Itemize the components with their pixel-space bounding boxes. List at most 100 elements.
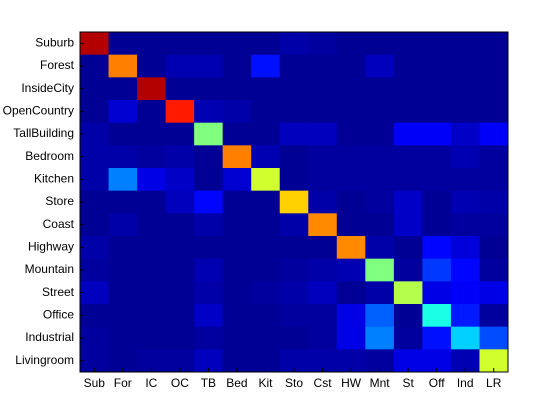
cell bbox=[336, 326, 366, 350]
cell bbox=[365, 213, 395, 237]
cell bbox=[194, 168, 224, 192]
cell bbox=[336, 190, 366, 214]
cell bbox=[279, 190, 309, 214]
cell bbox=[194, 100, 224, 124]
cell bbox=[108, 190, 138, 214]
x-tick-label: Cst bbox=[314, 376, 333, 390]
x-tick-label: Sto bbox=[285, 376, 303, 390]
x-tick-label: HW bbox=[341, 376, 362, 390]
cell bbox=[137, 145, 167, 169]
cell bbox=[194, 326, 224, 350]
cell bbox=[450, 190, 480, 214]
cell bbox=[479, 77, 509, 101]
cell bbox=[422, 349, 452, 373]
cell bbox=[422, 168, 452, 192]
cell bbox=[450, 349, 480, 373]
cell bbox=[137, 258, 167, 282]
cell bbox=[479, 54, 509, 78]
cell bbox=[450, 145, 480, 169]
cell bbox=[279, 281, 309, 305]
cell bbox=[108, 258, 138, 282]
cell bbox=[108, 54, 138, 78]
cell bbox=[393, 145, 423, 169]
cell bbox=[450, 304, 480, 328]
cell bbox=[365, 326, 395, 350]
cell bbox=[194, 236, 224, 260]
y-tick-label: Bedroom bbox=[25, 149, 74, 163]
y-tick-label: Coast bbox=[43, 217, 75, 231]
cell bbox=[108, 304, 138, 328]
y-tick-label: TallBuilding bbox=[13, 126, 74, 140]
cell bbox=[222, 326, 252, 350]
cell bbox=[479, 32, 509, 56]
cell bbox=[365, 168, 395, 192]
y-tick-label: Kitchen bbox=[34, 172, 74, 186]
cell bbox=[137, 213, 167, 237]
cell bbox=[251, 304, 281, 328]
cell bbox=[422, 100, 452, 124]
cell bbox=[165, 122, 195, 146]
cell bbox=[80, 258, 110, 282]
y-tick-label: Mountain bbox=[25, 262, 74, 276]
cell bbox=[479, 100, 509, 124]
cell bbox=[422, 281, 452, 305]
x-tick-label: Bed bbox=[226, 376, 247, 390]
cell bbox=[308, 236, 338, 260]
cell bbox=[279, 122, 309, 146]
cell bbox=[279, 168, 309, 192]
x-tick-label: For bbox=[114, 376, 132, 390]
cell bbox=[479, 122, 509, 146]
x-tick-label: OC bbox=[171, 376, 189, 390]
cell bbox=[165, 145, 195, 169]
cell bbox=[251, 326, 281, 350]
cell bbox=[137, 190, 167, 214]
cell bbox=[393, 326, 423, 350]
cell bbox=[137, 168, 167, 192]
cell bbox=[165, 190, 195, 214]
cell bbox=[479, 145, 509, 169]
cell bbox=[365, 54, 395, 78]
cell bbox=[365, 122, 395, 146]
cell bbox=[450, 54, 480, 78]
cell bbox=[80, 100, 110, 124]
cell bbox=[450, 258, 480, 282]
cell bbox=[80, 32, 110, 56]
cell bbox=[80, 281, 110, 305]
cell bbox=[393, 281, 423, 305]
cell bbox=[479, 281, 509, 305]
cell bbox=[393, 100, 423, 124]
cell bbox=[450, 122, 480, 146]
cell bbox=[479, 213, 509, 237]
y-tick-label: Office bbox=[43, 308, 74, 322]
cell bbox=[393, 349, 423, 373]
cell bbox=[194, 77, 224, 101]
cell bbox=[308, 145, 338, 169]
x-tick-label: Ind bbox=[457, 376, 474, 390]
x-tick-label: TB bbox=[201, 376, 216, 390]
cell bbox=[108, 77, 138, 101]
cell bbox=[365, 258, 395, 282]
cell bbox=[80, 326, 110, 350]
cell bbox=[108, 100, 138, 124]
cell bbox=[165, 258, 195, 282]
cell bbox=[80, 349, 110, 373]
cell bbox=[222, 349, 252, 373]
cell bbox=[194, 122, 224, 146]
cell bbox=[80, 304, 110, 328]
cell bbox=[450, 32, 480, 56]
cell bbox=[251, 122, 281, 146]
cell bbox=[365, 349, 395, 373]
cell bbox=[137, 122, 167, 146]
cell bbox=[308, 190, 338, 214]
x-tick-label: Kit bbox=[258, 376, 273, 390]
cell bbox=[194, 145, 224, 169]
cell bbox=[450, 236, 480, 260]
cell bbox=[393, 258, 423, 282]
cell bbox=[222, 190, 252, 214]
cell bbox=[422, 258, 452, 282]
cell bbox=[137, 77, 167, 101]
cell bbox=[80, 122, 110, 146]
cell bbox=[279, 54, 309, 78]
cell bbox=[137, 281, 167, 305]
cell bbox=[336, 77, 366, 101]
